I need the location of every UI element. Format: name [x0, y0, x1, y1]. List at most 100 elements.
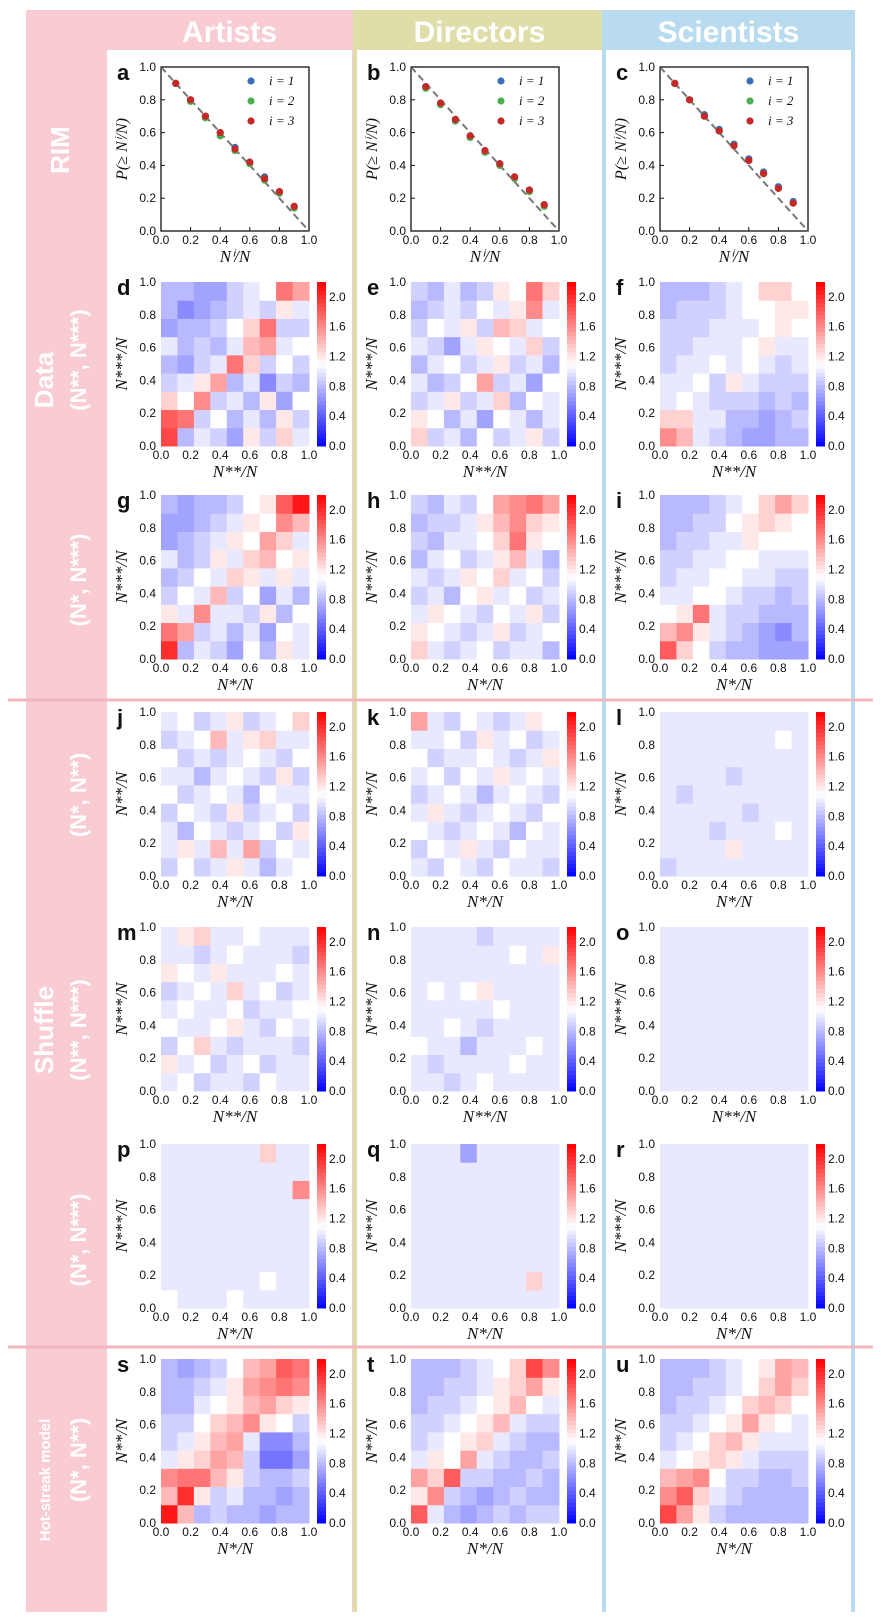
heatmap-cell — [276, 549, 294, 569]
heatmap-cell — [243, 1468, 261, 1488]
colorbar-step — [816, 1379, 825, 1385]
y-tick-label: 0.6 — [139, 554, 156, 568]
heatmap-cell — [758, 963, 776, 983]
heatmap-cell — [791, 513, 809, 532]
legend-marker — [746, 97, 754, 105]
colorbar-tick-label: 0.0 — [579, 1301, 596, 1315]
colorbar-step — [317, 955, 326, 961]
heatmap-cell — [758, 495, 776, 514]
y-tick-label: 0.2 — [638, 406, 655, 420]
heatmap-cell — [775, 531, 793, 551]
heatmap-cell — [542, 531, 560, 551]
colorbar-tick-label: 2.0 — [579, 1367, 596, 1381]
colorbar-tick-label: 0.8 — [329, 1024, 346, 1038]
heatmap-cell — [542, 622, 560, 642]
x-tick-label: 1.0 — [551, 878, 568, 892]
colorbar-step — [567, 1058, 576, 1063]
heatmap-cell — [542, 1036, 560, 1056]
heatmap-cell — [292, 784, 310, 804]
colorbar-step — [317, 810, 326, 815]
heatmap-cell — [660, 748, 677, 768]
colorbar-step — [317, 976, 326, 981]
heatmap-cell — [476, 766, 494, 786]
colorbar-step — [816, 1387, 825, 1393]
heatmap-cell — [243, 1450, 261, 1469]
heatmap-cell — [775, 409, 793, 429]
heatmap-cell — [742, 282, 760, 301]
heatmap-cell — [443, 1253, 461, 1273]
heatmap-cell — [177, 803, 195, 822]
heatmap-cell — [791, 495, 809, 514]
x-axis-label: N**/N — [711, 462, 758, 481]
x-tick-label: 0.8 — [271, 1525, 288, 1539]
heatmap-cell — [161, 1253, 178, 1273]
colorbar-step — [317, 1070, 326, 1076]
heatmap-cell — [709, 495, 727, 514]
colorbar-step — [317, 605, 326, 611]
heatmap-cell — [443, 604, 461, 624]
y-tick-label: 0.2 — [139, 1051, 156, 1065]
colorbar-step — [816, 302, 825, 308]
colorbar-step — [317, 1000, 326, 1006]
y-tick-label: 0.4 — [638, 803, 655, 817]
colorbar-step — [317, 1279, 326, 1284]
colorbar-step — [567, 1082, 576, 1088]
colorbar-tick-label: 0.8 — [579, 1456, 596, 1470]
heatmap-cell — [411, 586, 428, 605]
heatmap-cell — [692, 1271, 710, 1291]
heatmap-cell — [791, 1162, 809, 1181]
colorbar-step — [317, 802, 326, 807]
heatmap-cell — [791, 1036, 809, 1056]
panel-label: q — [367, 1137, 380, 1162]
heatmap-cell — [460, 1377, 478, 1396]
colorbar-step — [567, 1148, 576, 1153]
heatmap-cell — [725, 513, 743, 532]
scatter-point — [789, 199, 797, 207]
scatter-point — [466, 132, 474, 140]
colorbar-step — [317, 859, 326, 865]
colorbar-step — [816, 794, 825, 799]
heatmap-cell — [243, 336, 261, 356]
colorbar-step — [567, 1234, 576, 1239]
colorbar-tick-label: 2.0 — [579, 935, 596, 949]
colorbar-step — [816, 855, 825, 861]
heatmap-cell — [775, 927, 793, 946]
colorbar-step — [816, 1383, 825, 1389]
heatmap-panel: 0.00.00.20.20.40.40.60.60.80.81.01.0N*/N… — [611, 705, 845, 911]
colorbar-step — [816, 638, 825, 644]
colorbar-step — [317, 1058, 326, 1063]
heatmap-cell — [676, 1504, 694, 1524]
heatmap-cell — [660, 549, 677, 569]
heatmap-cell — [758, 1235, 776, 1254]
x-axis-label: Nⁱ/N — [718, 247, 751, 266]
x-tick-label: 0.4 — [462, 1310, 479, 1324]
heatmap-cell — [193, 300, 211, 319]
colorbar-step — [816, 1254, 825, 1260]
y-tick-label: 0.8 — [389, 1385, 406, 1399]
colorbar-step — [317, 593, 326, 598]
heatmap-cell — [460, 336, 478, 356]
heatmap-cell — [427, 1018, 445, 1037]
colorbar-step — [317, 1291, 326, 1297]
colorbar-tick-label: 2.0 — [828, 290, 845, 304]
heatmap-cell — [692, 945, 710, 964]
heatmap-cell — [226, 748, 244, 768]
heatmap-cell — [725, 318, 743, 338]
colorbar-step — [317, 544, 326, 549]
heatmap-cell — [476, 1018, 494, 1037]
heatmap-cell — [542, 821, 560, 841]
heatmap-cell — [243, 1216, 261, 1236]
colorbar-tick-label: 1.2 — [329, 1427, 346, 1441]
heatmap-cell — [660, 999, 677, 1019]
y-tick-label: 0.4 — [638, 1018, 655, 1032]
heatmap-cell — [742, 1504, 760, 1524]
y-tick-label: 1.0 — [638, 488, 655, 502]
heatmap-cell — [292, 391, 310, 411]
heatmap-cell — [427, 604, 445, 624]
legend-label: i = 3 — [768, 113, 794, 128]
y-axis-label: N***/N — [362, 981, 381, 1037]
heatmap-cell — [775, 1271, 793, 1291]
heatmap-cell — [526, 839, 544, 859]
heatmap-cell — [427, 1395, 445, 1415]
heatmap-cell — [443, 409, 461, 429]
